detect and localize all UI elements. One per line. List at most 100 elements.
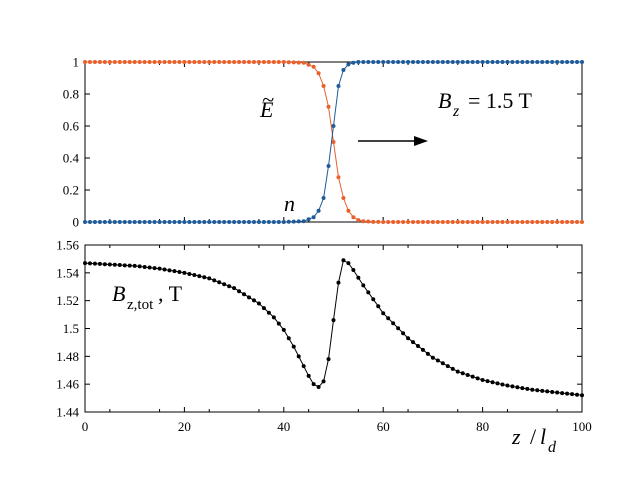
data-point	[276, 321, 281, 326]
data-point	[172, 269, 177, 274]
data-point	[420, 220, 425, 224]
bottom-series	[83, 258, 584, 398]
data-point	[530, 60, 535, 64]
data-point	[500, 382, 505, 387]
y-tick-label: 0	[73, 215, 80, 230]
data-point	[276, 60, 281, 64]
data-point	[560, 60, 565, 64]
x-tick-label: 0	[82, 419, 89, 434]
data-point	[415, 344, 420, 349]
data-point	[485, 379, 490, 384]
data-point	[147, 60, 152, 64]
data-point	[207, 276, 212, 281]
data-point	[301, 60, 306, 65]
data-point	[97, 60, 102, 64]
data-point	[222, 220, 227, 224]
data-point	[127, 263, 132, 268]
data-point	[510, 220, 515, 224]
y-tick-label: 1.5	[63, 321, 79, 336]
data-point	[92, 60, 97, 64]
data-point	[376, 304, 381, 309]
data-point	[490, 220, 495, 224]
data-point	[281, 60, 286, 64]
btot-label-b: B	[112, 281, 125, 306]
top-axes: 0 0.2 0.4 0.6 0.8 1	[63, 55, 583, 230]
data-point	[112, 60, 117, 64]
data-point	[445, 220, 450, 224]
y-tick-label: 1.46	[56, 377, 79, 392]
data-point	[425, 351, 430, 356]
data-point	[545, 220, 550, 224]
data-point	[346, 62, 351, 67]
data-point	[371, 297, 376, 302]
data-point	[465, 60, 470, 64]
data-point	[247, 60, 252, 64]
data-point	[316, 384, 321, 389]
data-point	[575, 220, 580, 224]
data-point	[520, 386, 525, 391]
data-point	[391, 321, 396, 326]
data-point	[570, 392, 575, 397]
data-point	[361, 283, 366, 288]
data-point	[495, 220, 500, 224]
data-point	[197, 60, 202, 64]
data-point	[371, 219, 376, 224]
data-point	[152, 266, 157, 271]
data-point	[127, 60, 132, 64]
data-point	[237, 289, 242, 294]
bottom-panel: 0 20 40 60 80 1001.441.461.481.51.521.541.56 …	[56, 238, 592, 457]
data-point	[286, 219, 291, 224]
data-point	[197, 274, 202, 279]
data-point	[177, 269, 182, 274]
data-point	[316, 208, 321, 213]
data-point	[331, 140, 336, 144]
data-point	[545, 389, 550, 394]
data-point	[321, 84, 326, 88]
data-point	[515, 220, 520, 224]
data-point	[570, 220, 575, 224]
data-point	[247, 295, 252, 300]
e-tilde-mark: ~	[262, 87, 274, 112]
data-point	[386, 220, 391, 224]
data-point	[256, 301, 261, 306]
data-point	[435, 60, 440, 64]
data-point	[197, 220, 202, 224]
data-point	[341, 258, 346, 263]
data-point	[237, 220, 242, 224]
data-point	[157, 220, 162, 224]
data-point	[540, 220, 545, 224]
data-point	[251, 298, 256, 303]
data-point	[415, 60, 420, 64]
data-point	[107, 60, 112, 64]
data-point	[430, 60, 435, 64]
data-point	[580, 220, 584, 224]
data-point	[97, 220, 102, 224]
data-point	[207, 60, 212, 64]
data-point	[525, 60, 530, 64]
data-point	[291, 344, 296, 349]
data-point	[470, 220, 475, 224]
data-point	[411, 60, 416, 64]
y-tick-label: 1.52	[56, 293, 79, 308]
x-tick-label: 100	[572, 419, 592, 434]
data-point	[535, 388, 540, 393]
data-point	[460, 60, 465, 64]
data-point	[550, 220, 555, 224]
data-point	[430, 355, 435, 360]
data-point	[326, 357, 331, 362]
data-point	[296, 219, 301, 224]
data-point	[83, 60, 87, 64]
data-point	[222, 282, 227, 287]
x-tick-label: 80	[476, 419, 489, 434]
data-point	[167, 268, 172, 273]
data-point	[266, 60, 271, 64]
y-tick-label: 0.8	[63, 87, 79, 102]
data-point	[187, 271, 192, 276]
data-point	[212, 278, 217, 283]
data-point	[296, 60, 301, 65]
data-point	[232, 220, 237, 224]
data-point	[137, 60, 142, 64]
data-point	[356, 60, 361, 64]
data-point	[475, 220, 480, 224]
